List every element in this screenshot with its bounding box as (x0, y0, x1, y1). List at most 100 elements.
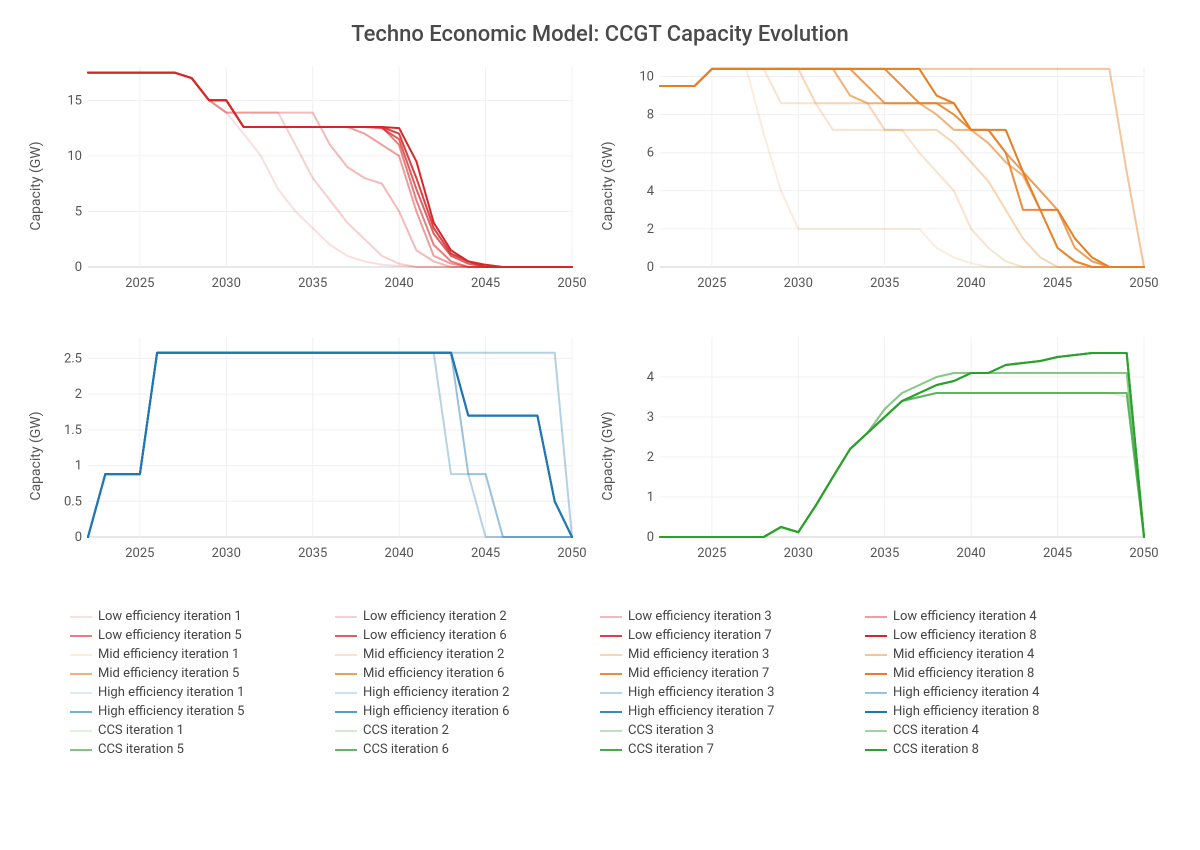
svg-text:1: 1 (75, 459, 82, 474)
legend: Low efficiency iteration 1Low efficiency… (40, 609, 1160, 757)
svg-text:2050: 2050 (557, 276, 586, 291)
svg-text:0: 0 (647, 260, 654, 275)
panel-mid-efficiency: Capacity (GW) 02468102025203020352040204… (612, 61, 1160, 311)
legend-swatch (600, 635, 622, 637)
svg-text:0: 0 (75, 260, 82, 275)
svg-text:15: 15 (67, 93, 82, 108)
legend-label: CCS iteration 3 (628, 723, 714, 738)
legend-swatch (335, 673, 357, 675)
legend-label: Mid efficiency iteration 1 (98, 647, 239, 662)
legend-label: High efficiency iteration 8 (893, 704, 1039, 719)
svg-text:2030: 2030 (212, 276, 241, 291)
legend-swatch (865, 711, 887, 713)
legend-swatch (70, 673, 92, 675)
legend-item: Mid efficiency iteration 1 (70, 647, 335, 662)
legend-label: Low efficiency iteration 3 (628, 609, 772, 624)
svg-text:8: 8 (647, 108, 654, 123)
ylabel: Capacity (GW) (600, 141, 616, 230)
legend-swatch (865, 730, 887, 732)
svg-text:2040: 2040 (957, 276, 986, 291)
panel-low-efficiency: Capacity (GW) 05101520252030203520402045… (40, 61, 588, 311)
svg-text:2040: 2040 (385, 546, 414, 561)
ylabel: Capacity (GW) (28, 411, 44, 500)
svg-text:4: 4 (647, 184, 655, 199)
legend-item: Low efficiency iteration 8 (865, 628, 1130, 643)
legend-item: High efficiency iteration 7 (600, 704, 865, 719)
legend-item: Low efficiency iteration 3 (600, 609, 865, 624)
svg-text:6: 6 (647, 146, 654, 161)
legend-swatch (70, 749, 92, 751)
svg-text:2045: 2045 (1043, 276, 1072, 291)
legend-item: High efficiency iteration 3 (600, 685, 865, 700)
legend-swatch (600, 616, 622, 618)
legend-label: CCS iteration 1 (98, 723, 184, 738)
legend-label: Low efficiency iteration 5 (98, 628, 242, 643)
svg-text:4: 4 (647, 370, 655, 385)
legend-item: High efficiency iteration 4 (865, 685, 1130, 700)
svg-text:2025: 2025 (697, 276, 726, 291)
legend-item: Mid efficiency iteration 6 (335, 666, 600, 681)
legend-swatch (600, 692, 622, 694)
legend-item: Mid efficiency iteration 8 (865, 666, 1130, 681)
legend-swatch (335, 635, 357, 637)
legend-swatch (600, 711, 622, 713)
legend-label: High efficiency iteration 3 (628, 685, 774, 700)
legend-label: Low efficiency iteration 6 (363, 628, 507, 643)
svg-text:2030: 2030 (784, 546, 813, 561)
legend-item: CCS iteration 4 (865, 723, 1130, 738)
svg-text:0: 0 (75, 530, 82, 545)
legend-item: CCS iteration 7 (600, 742, 865, 757)
legend-label: Low efficiency iteration 2 (363, 609, 507, 624)
legend-label: Mid efficiency iteration 4 (893, 647, 1034, 662)
svg-text:5: 5 (75, 204, 82, 219)
legend-item: CCS iteration 1 (70, 723, 335, 738)
legend-label: Mid efficiency iteration 6 (363, 666, 504, 681)
chart-svg: 051015202520302035204020452050 (40, 61, 580, 301)
legend-item: High efficiency iteration 6 (335, 704, 600, 719)
legend-label: Mid efficiency iteration 2 (363, 647, 504, 662)
svg-text:2035: 2035 (870, 546, 899, 561)
legend-swatch (335, 654, 357, 656)
svg-text:2050: 2050 (557, 546, 586, 561)
svg-text:2030: 2030 (212, 546, 241, 561)
svg-text:2045: 2045 (1043, 546, 1072, 561)
svg-text:2: 2 (647, 450, 654, 465)
legend-label: High efficiency iteration 4 (893, 685, 1039, 700)
legend-label: CCS iteration 2 (363, 723, 449, 738)
legend-swatch (70, 692, 92, 694)
legend-item: CCS iteration 8 (865, 742, 1130, 757)
legend-swatch (70, 635, 92, 637)
chart-svg: 00.511.522.5202520302035204020452050 (40, 331, 580, 571)
legend-item: High efficiency iteration 8 (865, 704, 1130, 719)
chart-svg: 01234202520302035204020452050 (612, 331, 1152, 571)
legend-swatch (865, 673, 887, 675)
legend-label: Low efficiency iteration 4 (893, 609, 1037, 624)
svg-text:3: 3 (647, 410, 654, 425)
legend-label: High efficiency iteration 1 (98, 685, 244, 700)
svg-text:2.5: 2.5 (64, 351, 82, 366)
legend-swatch (70, 730, 92, 732)
legend-item: Low efficiency iteration 4 (865, 609, 1130, 624)
panel-high-efficiency: Capacity (GW) 00.511.522.520252030203520… (40, 331, 588, 581)
legend-swatch (865, 635, 887, 637)
legend-swatch (600, 749, 622, 751)
svg-text:1: 1 (647, 490, 654, 505)
svg-text:10: 10 (67, 149, 82, 164)
legend-swatch (335, 692, 357, 694)
svg-text:1.5: 1.5 (64, 423, 82, 438)
svg-text:2035: 2035 (298, 546, 327, 561)
legend-item: Mid efficiency iteration 3 (600, 647, 865, 662)
svg-text:2030: 2030 (784, 276, 813, 291)
legend-label: High efficiency iteration 2 (363, 685, 509, 700)
svg-text:0.5: 0.5 (64, 494, 82, 509)
legend-item: Low efficiency iteration 2 (335, 609, 600, 624)
legend-label: CCS iteration 7 (628, 742, 714, 757)
svg-text:2025: 2025 (125, 546, 154, 561)
legend-label: CCS iteration 8 (893, 742, 979, 757)
svg-text:2045: 2045 (471, 276, 500, 291)
legend-swatch (865, 654, 887, 656)
legend-label: High efficiency iteration 7 (628, 704, 774, 719)
legend-label: Low efficiency iteration 7 (628, 628, 772, 643)
svg-text:2025: 2025 (125, 276, 154, 291)
legend-swatch (70, 616, 92, 618)
